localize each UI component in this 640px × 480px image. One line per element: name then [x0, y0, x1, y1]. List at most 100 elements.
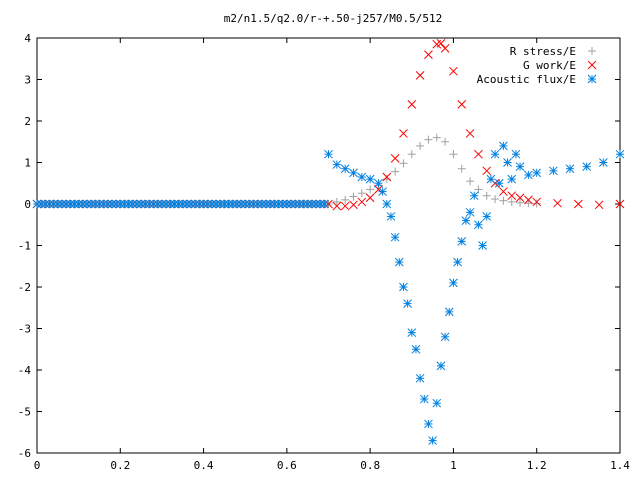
data-point [390, 153, 400, 163]
acoustic-baseline-point [103, 199, 113, 209]
y-tick-label: -6 [18, 447, 31, 460]
data-point [491, 195, 500, 204]
data-point [507, 174, 517, 184]
legend-label: G work/E [523, 59, 576, 72]
data-point [515, 162, 525, 172]
acoustic-baseline-point [290, 199, 300, 209]
data-point [466, 177, 475, 186]
data-point [444, 307, 454, 317]
data-point [332, 160, 342, 169]
data-point [615, 149, 625, 159]
data-point [494, 178, 504, 188]
data-point [441, 137, 450, 146]
data-point [482, 166, 492, 176]
data-point [553, 198, 562, 208]
data-point [399, 129, 408, 138]
data-point [432, 133, 441, 142]
x-tick-label: 0 [34, 459, 41, 472]
acoustic-baseline-point [49, 199, 59, 209]
chart-title: m2/n1.5/q2.0/r-+.50-j257/M0.5/512 [224, 12, 443, 25]
acoustic-baseline-point [245, 199, 254, 209]
data-point [474, 220, 483, 230]
data-point [440, 44, 450, 53]
data-point [428, 436, 437, 445]
data-point [332, 201, 342, 211]
y-tick-label: 2 [24, 115, 31, 128]
data-point [507, 191, 517, 201]
data-point [457, 164, 466, 173]
y-tick-label: -4 [18, 364, 32, 377]
data-point [390, 232, 400, 242]
data-point [340, 164, 350, 174]
data-point [357, 189, 366, 198]
data-point [436, 361, 446, 371]
data-point [382, 172, 392, 182]
acoustic-baseline-point [215, 199, 225, 209]
data-point [532, 168, 542, 178]
acoustic-baseline-point [278, 199, 288, 209]
legend-label: R stress/E [510, 45, 576, 58]
data-point [436, 39, 446, 48]
y-tick-label: 0 [24, 198, 31, 211]
y-tick-label: -3 [18, 323, 31, 336]
data-point [382, 199, 392, 209]
data-point [332, 197, 341, 206]
data-point [503, 158, 512, 167]
x-tick-label: 1.2 [527, 459, 547, 472]
data-point [341, 195, 350, 204]
data-point [469, 191, 479, 201]
acoustic-baseline-point [299, 199, 308, 209]
data-point [515, 193, 525, 203]
acoustic-baseline-point [319, 199, 329, 209]
acoustic-baseline-point [236, 199, 246, 209]
x-tick-label: 0.8 [360, 459, 380, 472]
data-point [407, 328, 417, 338]
data-point [424, 135, 433, 144]
data-point [465, 129, 475, 138]
data-point [449, 66, 458, 76]
data-point [357, 197, 367, 207]
data-point [478, 241, 487, 250]
data-point [549, 166, 558, 176]
data-point [499, 196, 508, 205]
data-point [582, 162, 592, 172]
data-point [415, 373, 425, 383]
y-tick-label: -1 [18, 240, 31, 253]
data-point [440, 332, 450, 342]
x-tick-label: 0.6 [277, 459, 297, 472]
data-point [486, 174, 496, 184]
series-marks [32, 39, 625, 445]
data-point [516, 198, 525, 207]
data-point [365, 174, 375, 184]
data-point [394, 257, 404, 267]
data-point [349, 192, 358, 201]
y-tick-label: 1 [24, 157, 31, 170]
data-point [461, 216, 471, 225]
data-point [432, 398, 442, 408]
acoustic-baseline-point [165, 199, 175, 209]
series-0 [33, 133, 541, 208]
data-point [615, 199, 625, 209]
data-point [382, 175, 391, 184]
data-point [399, 159, 408, 168]
data-point [340, 201, 350, 211]
legend-marker [587, 60, 597, 70]
acoustic-baseline-point [261, 199, 271, 209]
y-tick-label: 3 [24, 74, 31, 87]
data-point [449, 150, 458, 159]
data-point [365, 193, 375, 203]
data-point [415, 70, 425, 80]
legend-marker [588, 47, 596, 55]
data-point [407, 100, 417, 109]
y-tick-label: 4 [24, 32, 31, 45]
data-point [324, 199, 333, 209]
data-point [532, 199, 541, 208]
acoustic-baseline-point [232, 199, 242, 209]
x-tick-label: 1 [450, 459, 457, 472]
data-point [391, 167, 400, 176]
data-point [511, 149, 521, 159]
y-tick-label: -5 [18, 406, 31, 419]
data-point [465, 207, 475, 217]
